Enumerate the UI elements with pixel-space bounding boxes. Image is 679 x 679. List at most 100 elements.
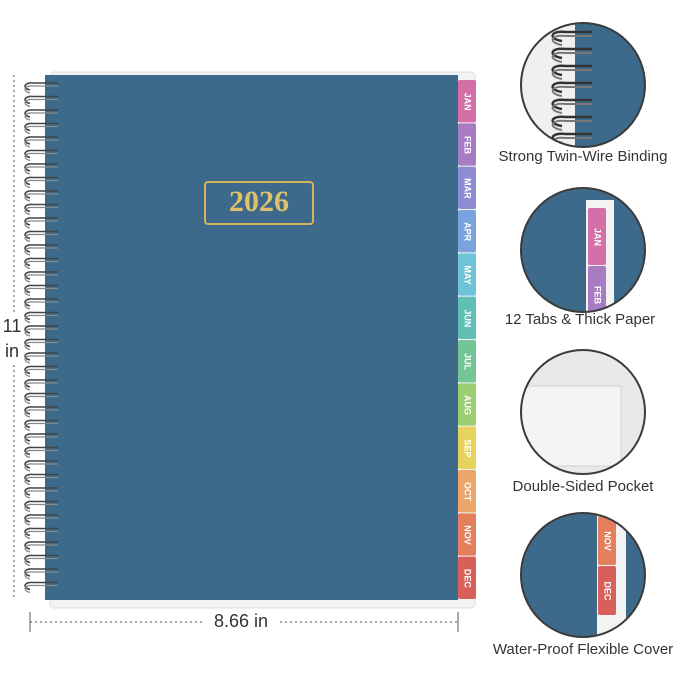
ring [24,190,58,199]
tab-label: SEP [463,439,473,457]
ring [24,557,58,567]
ring [24,422,58,432]
ring [24,568,58,577]
year: 2026 [229,185,289,218]
ring [24,487,58,496]
ring [551,51,592,63]
month-tab [458,166,476,209]
ring [24,338,58,348]
ring [24,301,58,310]
month-tab [458,210,476,253]
ring [24,544,58,553]
pocket-flap [521,385,622,467]
ring [24,139,58,148]
tab-label: AUG [463,395,473,415]
ring [24,449,58,459]
ring [24,382,58,391]
month-tab [458,556,476,599]
ring [24,179,58,189]
ring [24,514,58,523]
ring [24,473,58,483]
ring [24,284,58,294]
ring [24,274,58,283]
feature-caption: 12 Tabs & Thick Paper [505,311,655,328]
ring [24,176,58,186]
ring [24,298,58,307]
label-bg [202,610,280,634]
tab-label: MAR [463,178,473,199]
ring [24,541,58,550]
ring [24,571,58,580]
ring [24,517,58,526]
ring [24,85,58,94]
tab-label: JAN [463,93,473,111]
circle-frame [520,22,646,148]
year-box [204,181,314,225]
label-bg [0,312,28,364]
month-tab [458,80,476,123]
ring [24,217,58,226]
ring [24,287,58,297]
ring [551,34,592,46]
ring [24,328,58,337]
ring [551,47,592,60]
ring [24,365,58,375]
ring [24,260,58,270]
month-tab [458,470,476,513]
tab-label: JAN [593,228,603,246]
ring [24,203,58,213]
ring [24,433,58,442]
tab-label: APR [463,222,473,242]
ring [551,102,592,114]
tab-label: FEB [463,136,473,155]
tab-label: MAY [463,265,473,284]
ring [24,460,58,469]
ring [24,311,58,321]
ring [551,30,592,43]
ring [24,271,58,280]
ring [24,503,58,513]
ring [24,379,58,388]
month-tab [458,123,476,166]
ring [24,220,58,229]
ring [24,112,58,121]
ring [551,115,592,128]
ring [24,233,58,243]
ring [24,530,58,540]
ring [551,119,592,131]
ring [24,193,58,202]
ring [551,64,592,77]
ring [24,446,58,456]
tab-label: NOV [463,525,473,545]
ring [24,500,58,510]
ring [24,95,58,105]
ring [24,247,58,256]
circle-frame [520,187,646,313]
feature-caption: Double-Sided Pocket [513,478,655,495]
ring [24,136,58,145]
ring [24,490,58,499]
feature-caption: Strong Twin-Wire Binding [499,148,668,165]
feature-caption: Water-Proof Flexible Cover [493,641,673,658]
ring [24,409,58,418]
ring [551,85,592,97]
ring [24,584,58,594]
month-tab [458,340,476,383]
ring [24,257,58,267]
month-tab [458,296,476,339]
ring [24,436,58,445]
cover-detail: NOV DEC [521,513,645,637]
month-tab [458,253,476,296]
ring [24,368,58,378]
ring [24,392,58,402]
ring [24,230,58,240]
month-tab [598,566,616,615]
pocket-detail [521,350,645,474]
ring [24,406,58,415]
tab-label: FEB [593,286,603,305]
height-value: 11 [3,316,22,336]
ring [24,325,58,334]
month-tab [458,383,476,426]
ring [24,463,58,472]
